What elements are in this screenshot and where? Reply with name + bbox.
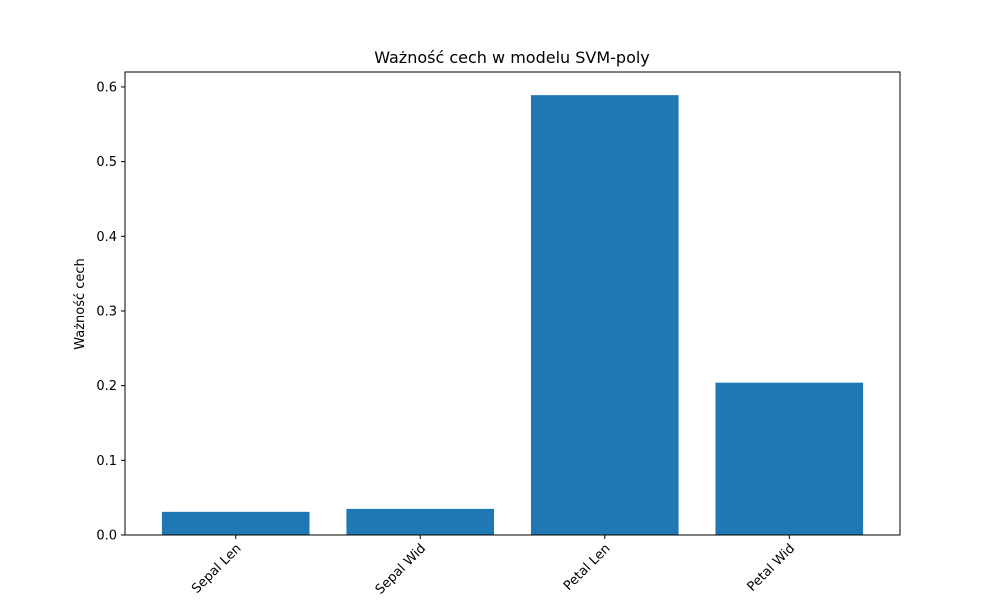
- chart-title: Ważność cech w modelu SVM-poly: [374, 48, 650, 67]
- y-tick-label: 0.0: [96, 529, 117, 544]
- y-tick-label: 0.6: [96, 80, 117, 95]
- y-tick-label: 0.4: [96, 230, 117, 245]
- bar-sepal-len: [161, 511, 310, 535]
- bar-petal-wid: [715, 382, 864, 535]
- axes-frame: [124, 71, 901, 536]
- bar-sepal-wid: [346, 508, 495, 535]
- bar-petal-len: [530, 95, 679, 536]
- y-tick-label: 0.5: [96, 155, 117, 170]
- y-tick-label: 0.3: [96, 304, 117, 319]
- y-tick-label: 0.1: [96, 454, 117, 469]
- y-axis-label: Ważność cech: [73, 258, 88, 350]
- y-tick-label: 0.2: [96, 379, 117, 394]
